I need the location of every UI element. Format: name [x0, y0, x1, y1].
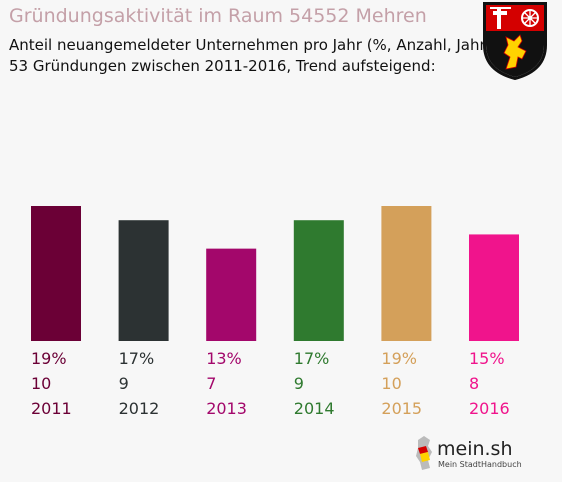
mein-sh-logo	[416, 436, 432, 470]
bar-count-label: 10	[381, 374, 401, 393]
bar-count-label: 7	[206, 374, 216, 393]
bar-year-label: 2012	[119, 399, 160, 418]
bar-percent-label: 17%	[294, 349, 330, 368]
bar-percent-label: 19%	[31, 349, 67, 368]
bar-count-label: 9	[119, 374, 129, 393]
logo-tagline: Mein StadtHandbuch	[438, 460, 522, 469]
logo-text: mein.sh	[437, 438, 513, 460]
subtitle-line-2: 53 Gründungen zwischen 2011-2016, Trend …	[9, 57, 436, 75]
bar-percent-label: 19%	[381, 349, 417, 368]
bar-count-label: 9	[294, 374, 304, 393]
bar-2012	[118, 220, 169, 341]
bar-2016	[469, 234, 519, 341]
bar-2011	[31, 206, 81, 341]
bar-year-label: 2014	[294, 399, 335, 418]
bar-year-label: 2016	[469, 399, 510, 418]
bar-percent-label: 17%	[119, 349, 155, 368]
bar-year-label: 2013	[206, 399, 247, 418]
bar-count-label: 10	[31, 374, 51, 393]
bar-count-label: 8	[469, 374, 479, 393]
bar-percent-label: 13%	[206, 349, 242, 368]
subtitle-line-1: Anteil neuangemeldeter Unternehmen pro J…	[9, 36, 492, 54]
bar-year-label: 2015	[381, 399, 422, 418]
bar-percent-label: 15%	[469, 349, 505, 368]
page-title: Gründungsaktivität im Raum 54552 Mehren	[9, 5, 427, 27]
bar-year-label: 2011	[31, 399, 72, 418]
chart-subtitle: Anteil neuangemeldeter Unternehmen pro J…	[9, 35, 492, 77]
rhineland-palatinate-coat-of-arms-icon	[483, 2, 547, 81]
bar-2014	[293, 220, 344, 341]
bar-2013	[206, 248, 257, 341]
bar-2015	[381, 206, 432, 341]
